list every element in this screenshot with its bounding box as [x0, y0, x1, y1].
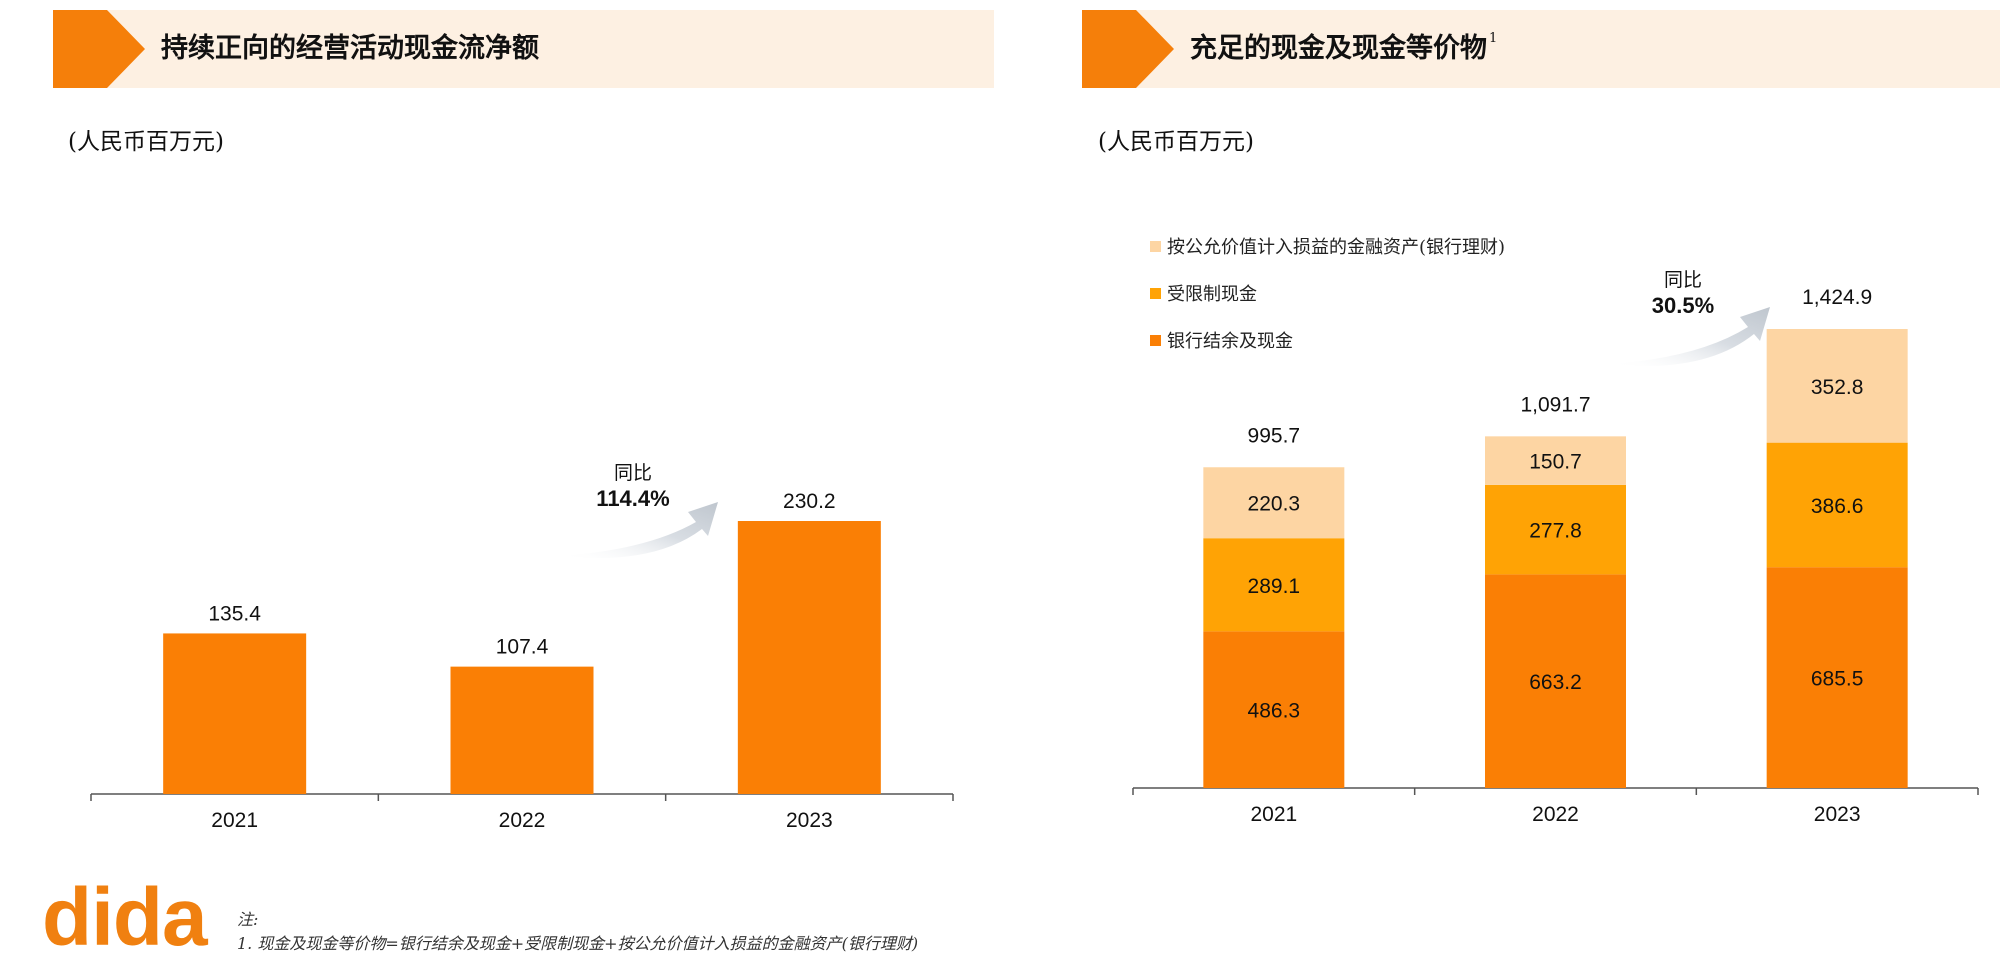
legend-item: 按公允价值计入损益的金融资产(银行理财) [1150, 234, 1505, 258]
bar-segment [1766, 442, 1908, 568]
bar-segment [1203, 631, 1345, 788]
right-stacked-bar-chart: 486.3 289.1 220.3 995.7 2021 663.2 277.8 150.7 1… [1132, 269, 1979, 826]
header-chevron-icon [53, 10, 145, 88]
bar [163, 633, 307, 794]
legend-item: 银行结余及现金 [1150, 328, 1505, 352]
bar [450, 666, 594, 794]
left-panel-header: 持续正向的经营活动现金流净额 [53, 10, 994, 88]
legend-swatch [1150, 334, 1161, 346]
data-label: 230.2 [783, 490, 836, 513]
segment-label: 352.8 [1811, 376, 1864, 399]
bar-segment [1203, 538, 1345, 632]
segment-label: 220.3 [1248, 493, 1301, 516]
total-label: 995.7 [1248, 424, 1301, 447]
segment-label: 486.3 [1248, 700, 1301, 723]
growth-arrow-icon [560, 502, 718, 559]
bar-segment [1485, 574, 1626, 788]
x-tick-label: 2023 [786, 809, 833, 832]
segment-label: 386.6 [1811, 495, 1864, 518]
header-chevron-icon [1082, 10, 1174, 88]
legend-swatch [1150, 287, 1161, 299]
right-chart-legend: 按公允价值计入损益的金融资产(银行理财) 受限制现金 银行结余及现金 [1150, 234, 1505, 375]
x-tick-label: 2023 [1814, 803, 1861, 826]
data-label: 135.4 [208, 602, 261, 625]
legend-label: 银行结余及现金 [1167, 331, 1293, 352]
legend-swatch [1150, 240, 1161, 252]
segment-label: 685.5 [1811, 668, 1864, 691]
legend-label: 按公允价值计入损益的金融资产(银行理财) [1167, 237, 1506, 258]
segment-label: 277.8 [1529, 520, 1582, 543]
total-label: 1,091.7 [1520, 393, 1590, 416]
bar-segment [1485, 436, 1626, 485]
segment-label: 150.7 [1529, 451, 1582, 474]
right-unit-label: (人民币百万元) [1098, 129, 1254, 155]
yoy-label: 同比 [614, 462, 652, 484]
x-tick-label: 2021 [211, 809, 258, 832]
note-title: 注: [237, 910, 259, 929]
segment-label: 289.1 [1248, 575, 1301, 598]
total-label: 1,424.9 [1802, 286, 1872, 309]
left-unit-label: (人民币百万元) [68, 129, 224, 155]
bar-segment [1766, 329, 1908, 443]
footnotes: 注: 1. 现金及现金等价物=银行结余及现金+受限制现金+按公允价值计入损益的金… [237, 908, 918, 956]
legend-label: 受限制现金 [1167, 284, 1257, 305]
yoy-label: 同比 [1664, 269, 1702, 291]
note-1: 1. 现金及现金等价物=银行结余及现金+受限制现金+按公允价值计入损益的金融资产… [237, 934, 919, 953]
yoy-value: 30.5% [1652, 293, 1714, 318]
bar [737, 521, 881, 794]
left-chart-title: 持续正向的经营活动现金流净额 [161, 33, 539, 64]
data-label: 107.4 [496, 636, 549, 659]
yoy-value: 114.4% [596, 486, 669, 511]
bar-segment [1485, 484, 1626, 575]
right-panel-header: 充足的现金及现金等价物 1 [1082, 10, 2000, 88]
x-tick-label: 2022 [1532, 803, 1579, 826]
dida-logo: dida [42, 872, 208, 963]
x-tick-label: 2022 [499, 809, 546, 832]
footnote-marker: 1 [1489, 31, 1498, 46]
x-tick-label: 2021 [1250, 803, 1297, 826]
bar-segment [1203, 467, 1345, 539]
legend-item: 受限制现金 [1150, 281, 1505, 305]
growth-arrow-icon [1610, 307, 1770, 366]
segment-label: 663.2 [1529, 671, 1582, 694]
right-chart-title: 充足的现金及现金等价物 1 [1190, 31, 1498, 64]
bar-segment [1766, 567, 1908, 788]
